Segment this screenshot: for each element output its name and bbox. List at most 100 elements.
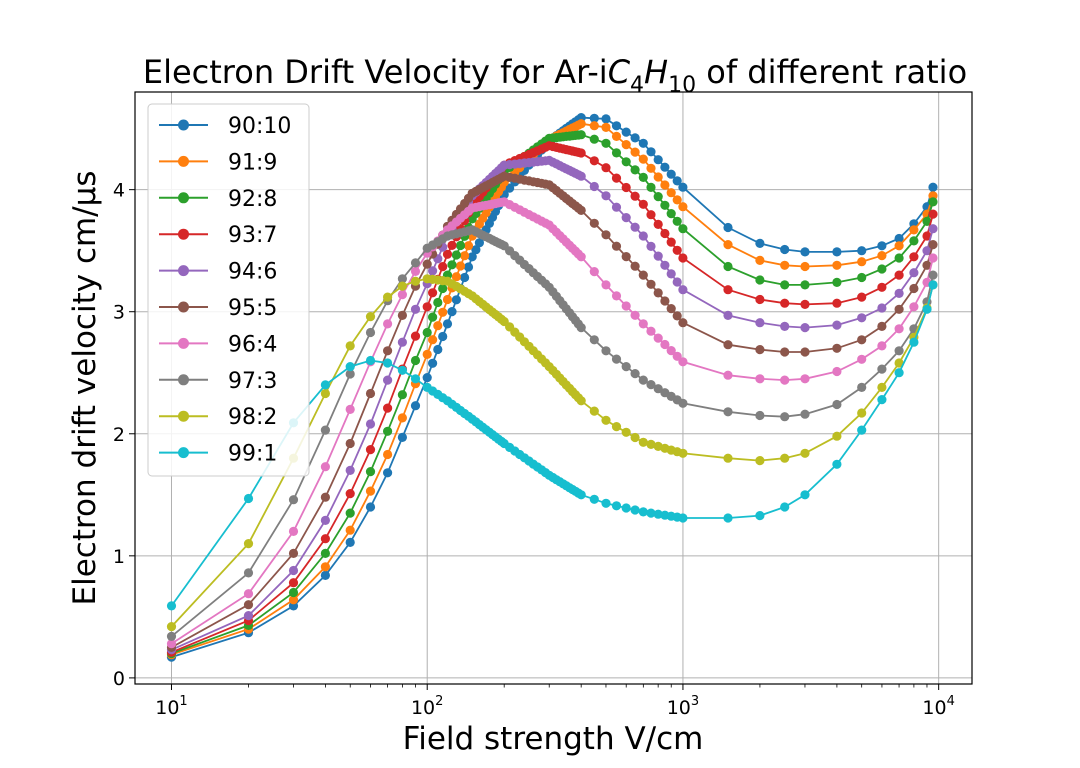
data-point: [678, 398, 688, 408]
data-point: [800, 409, 810, 419]
legend-marker: [178, 374, 189, 386]
legend-marker: [178, 447, 189, 459]
data-point: [320, 534, 330, 544]
data-point: [832, 343, 842, 353]
data-point: [877, 264, 887, 274]
x-tick-label: 104: [922, 694, 954, 719]
data-point: [288, 526, 299, 537]
data-point: [455, 240, 466, 251]
data-point: [589, 406, 599, 416]
data-point: [666, 269, 676, 279]
data-point: [660, 180, 670, 190]
data-point: [630, 133, 640, 143]
data-point: [909, 236, 919, 246]
data-point: [653, 192, 663, 202]
data-point: [666, 169, 676, 179]
data-point: [288, 587, 299, 598]
data-point: [909, 302, 919, 312]
plot-frame: [134, 91, 973, 685]
data-point: [447, 240, 457, 250]
data-point: [877, 251, 887, 261]
data-point: [433, 344, 443, 355]
data-point: [723, 240, 733, 250]
data-point: [345, 369, 355, 379]
data-point: [397, 281, 407, 291]
data-point: [922, 216, 932, 226]
data-point: [601, 280, 611, 290]
data-point: [928, 224, 938, 234]
legend-entry-94-6: 94:6: [159, 260, 277, 285]
legend-marker: [178, 265, 189, 277]
data-point: [630, 165, 640, 175]
data-point: [463, 241, 474, 251]
data-point: [653, 333, 663, 343]
data-point: [320, 570, 330, 581]
data-point: [397, 390, 407, 400]
data-point: [877, 341, 887, 351]
data-point: [463, 262, 474, 272]
data-point: [638, 375, 648, 385]
data-point: [877, 364, 887, 374]
data-point: [678, 224, 688, 234]
legend-label: 98:2: [228, 405, 277, 430]
data-point: [451, 295, 461, 305]
data-point: [755, 345, 765, 355]
data-point: [428, 358, 438, 368]
data-point: [576, 171, 586, 181]
legend-label: 92:8: [228, 187, 277, 212]
data-point: [678, 318, 688, 328]
data-point: [857, 354, 867, 364]
data-point: [410, 266, 421, 276]
data-point: [877, 321, 887, 331]
data-point: [611, 131, 622, 141]
data-point: [438, 307, 448, 317]
data-point: [410, 258, 421, 268]
data-point: [383, 358, 393, 368]
data-point: [928, 197, 938, 207]
data-point: [646, 380, 656, 390]
data-point: [288, 495, 299, 505]
series-99-1: [166, 280, 938, 611]
legend-entry-96-4: 96:4: [159, 332, 277, 357]
x-tick-exponent: 3: [691, 694, 699, 709]
data-point: [894, 368, 904, 378]
data-point: [672, 277, 682, 287]
data-point: [780, 298, 790, 308]
data-point: [601, 114, 611, 124]
data-point: [243, 568, 254, 578]
data-point: [576, 323, 586, 333]
chart-title: Electron Drift Velocity for Ar-iC4H10 of…: [143, 53, 967, 98]
data-point: [383, 468, 393, 478]
data-point: [601, 191, 611, 201]
data-point: [422, 259, 432, 269]
data-point: [320, 425, 330, 435]
data-point: [638, 231, 648, 241]
data-point: [166, 622, 177, 632]
data-point: [857, 257, 867, 267]
data-point: [857, 335, 867, 345]
data-point: [894, 304, 904, 314]
data-point: [320, 380, 330, 390]
data-point: [320, 515, 330, 526]
data-point: [630, 261, 640, 271]
data-point: [928, 270, 938, 280]
data-point: [397, 310, 407, 320]
data-point: [576, 490, 586, 500]
data-point: [410, 331, 421, 341]
x-tick-label: 103: [667, 694, 699, 719]
data-point: [447, 260, 457, 270]
data-point: [630, 505, 640, 515]
data-point: [365, 419, 376, 429]
data-point: [672, 176, 682, 186]
chart-title-prefix: Electron Drift Velocity for Ar-i: [143, 53, 608, 91]
data-point: [601, 163, 611, 173]
data-point: [383, 403, 393, 413]
data-point: [638, 437, 648, 447]
data-point: [576, 396, 586, 406]
data-point: [800, 347, 810, 357]
legend-entry-97-3: 97:3: [159, 369, 277, 394]
data-point: [723, 222, 733, 233]
data-point: [653, 219, 663, 229]
data-point: [877, 282, 887, 292]
data-point: [433, 297, 443, 308]
